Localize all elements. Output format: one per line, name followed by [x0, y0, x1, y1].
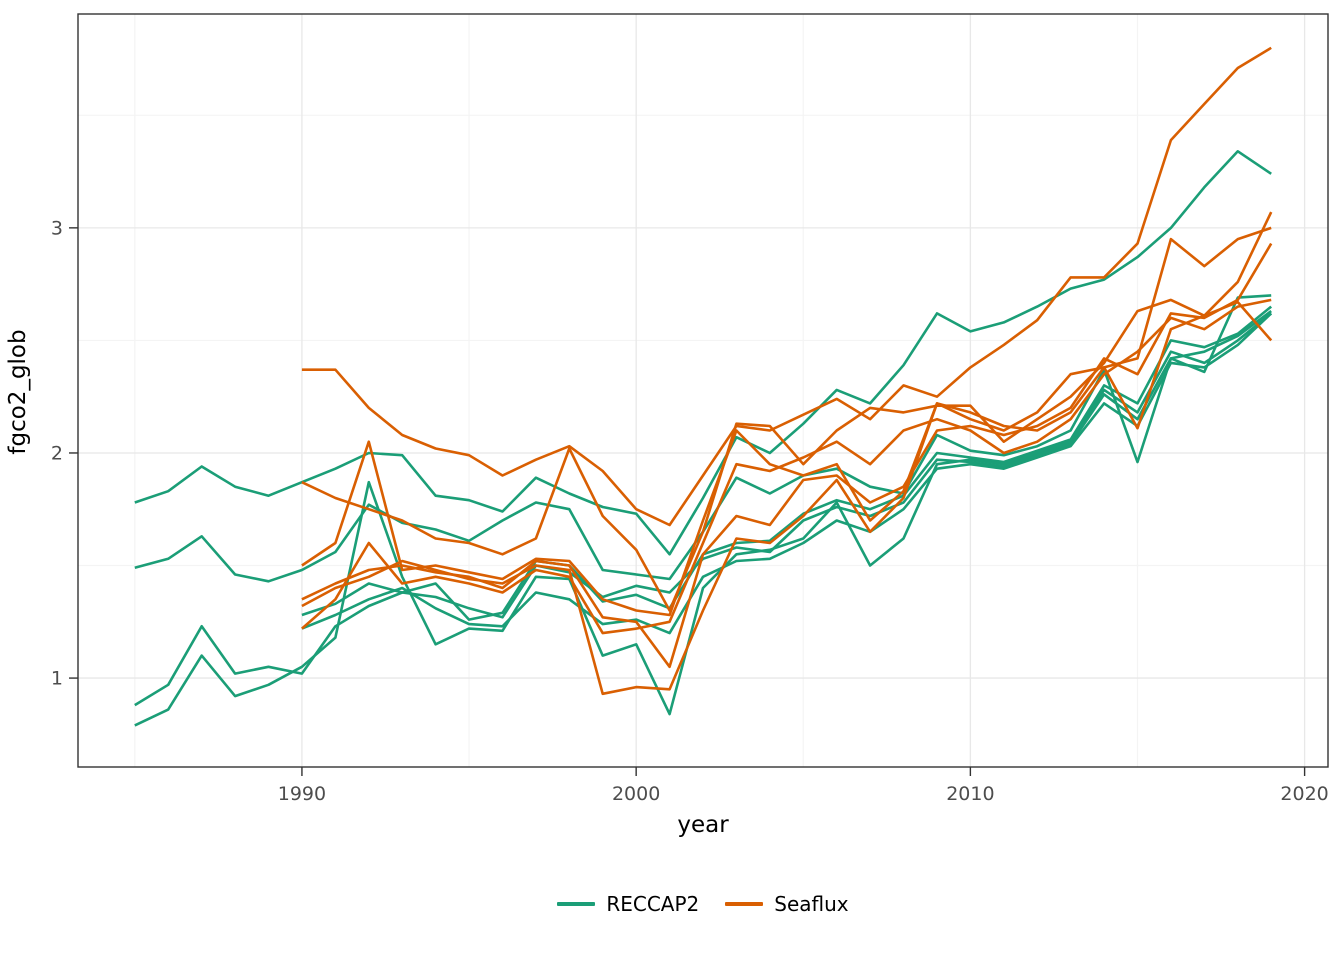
- series-line-RECCAP2-1: [134, 150, 1272, 556]
- y-tick-label: 1: [51, 668, 63, 690]
- line-chart-svg: 1990 2000 2010 2020 1 2 3: [51, 13, 1329, 805]
- y-tick-label: 3: [51, 217, 63, 239]
- x-tick-label: 2000: [612, 783, 660, 805]
- series-line-Seaflux-1: [301, 46, 1272, 527]
- y-axis-title: fgco2_glob: [5, 329, 31, 455]
- series-line-RECCAP2-6: [301, 312, 1273, 635]
- panel-border: [77, 13, 1329, 768]
- series-line-Seaflux-5: [301, 300, 1273, 696]
- series-line-Seaflux-4: [301, 242, 1273, 669]
- seaflux-line-key-icon: [725, 902, 764, 906]
- plot-panel: [78, 14, 1328, 767]
- series-line-Seaflux-6: [301, 298, 1272, 635]
- series-line-Seaflux-3: [301, 226, 1272, 617]
- x-tick-label: 2010: [946, 783, 994, 805]
- legend-item-seaflux: Seaflux: [725, 892, 849, 916]
- series-line-RECCAP2-5: [301, 310, 1272, 619]
- legend-label-seaflux: Seaflux: [774, 892, 849, 916]
- x-tick-label: 1990: [278, 783, 326, 805]
- x-tick-label: 2020: [1280, 783, 1328, 805]
- y-tick-label: 2: [51, 442, 63, 464]
- axes: 1990 2000 2010 2020 1 2 3: [51, 217, 1329, 805]
- legend: RECCAP2 Seaflux: [78, 892, 1328, 916]
- series-line-RECCAP2-4: [134, 312, 1273, 727]
- reccap2-line-key-icon: [557, 902, 596, 906]
- x-axis-title: year: [677, 812, 729, 838]
- gridlines: [78, 14, 1328, 767]
- legend-label-reccap2: RECCAP2: [606, 892, 700, 916]
- series-line-Seaflux-2: [301, 211, 1273, 612]
- legend-item-reccap2: RECCAP2: [557, 892, 699, 916]
- series-lines: [134, 46, 1273, 727]
